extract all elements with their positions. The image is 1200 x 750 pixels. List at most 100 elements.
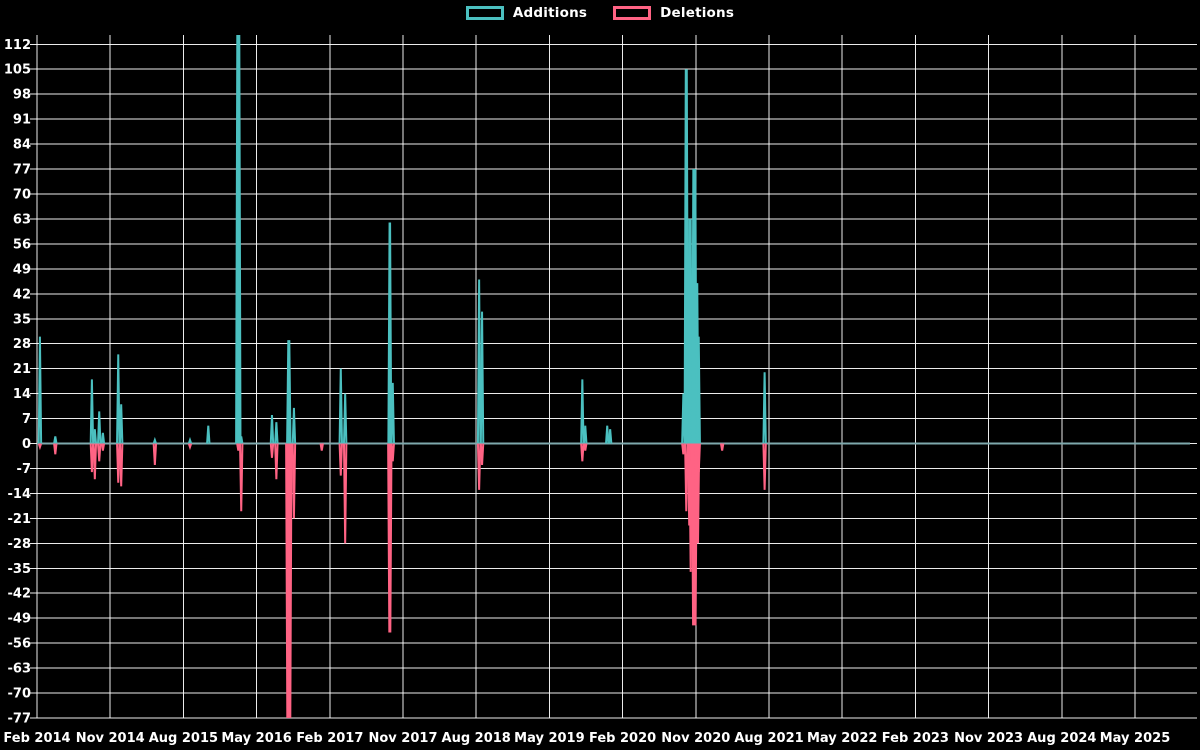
x-tick-label: Nov 2017 bbox=[369, 731, 438, 746]
deletion-spike bbox=[291, 443, 297, 519]
y-tick-label: -21 bbox=[8, 512, 32, 527]
x-tick-label: Nov 2020 bbox=[661, 731, 730, 746]
addition-spike bbox=[762, 372, 767, 444]
addition-spike bbox=[476, 279, 482, 444]
deletion-spike bbox=[100, 443, 106, 451]
deletion-spike bbox=[684, 443, 689, 512]
deletion-spike bbox=[694, 443, 701, 544]
x-tick-label: May 2022 bbox=[807, 731, 878, 746]
addition-spike bbox=[691, 169, 698, 444]
deletion-spike bbox=[37, 443, 43, 451]
y-tick-label: 112 bbox=[4, 38, 31, 53]
addition-spike bbox=[583, 425, 588, 444]
deletion-spike bbox=[118, 443, 124, 487]
x-tick-label: Aug 2021 bbox=[734, 731, 803, 746]
chart-legend: Additions Deletions bbox=[0, 5, 1200, 21]
deletion-spike bbox=[285, 443, 293, 719]
deletion-spike bbox=[89, 443, 95, 473]
deletion-spike bbox=[187, 443, 193, 451]
legend-item-additions[interactable]: Additions bbox=[465, 5, 588, 21]
y-tick-label: 84 bbox=[13, 138, 31, 153]
deletion-spike bbox=[92, 443, 98, 480]
deletion-spike bbox=[476, 443, 482, 490]
addition-spike bbox=[118, 404, 124, 444]
y-tick-label: 7 bbox=[22, 412, 31, 427]
x-tick-label: Feb 2020 bbox=[589, 731, 656, 746]
addition-spike bbox=[152, 436, 157, 444]
deletion-spike bbox=[319, 443, 324, 451]
addition-spike bbox=[580, 379, 585, 444]
addition-spike bbox=[37, 336, 43, 444]
deletion-spike bbox=[583, 443, 588, 451]
y-tick-label: 42 bbox=[13, 287, 31, 302]
y-tick-label: -49 bbox=[8, 612, 32, 627]
addition-spike bbox=[291, 407, 297, 444]
addition-spike bbox=[235, 34, 242, 444]
y-tick-label: 98 bbox=[13, 88, 31, 103]
deletion-spike bbox=[269, 443, 275, 458]
addition-spike bbox=[274, 422, 279, 444]
deletion-spike bbox=[274, 443, 279, 480]
y-tick-label: 28 bbox=[13, 337, 31, 352]
addition-spike bbox=[607, 429, 613, 444]
deletion-spike bbox=[479, 443, 485, 465]
addition-spike bbox=[683, 69, 689, 444]
y-tick-label: -70 bbox=[8, 687, 32, 702]
deletion-spike bbox=[152, 443, 158, 465]
y-tick-label: -42 bbox=[8, 587, 32, 602]
addition-spike bbox=[387, 222, 393, 444]
addition-spike bbox=[92, 429, 98, 444]
x-tick-label: Aug 2024 bbox=[1027, 731, 1096, 746]
y-tick-label: 77 bbox=[13, 163, 31, 178]
addition-spike bbox=[338, 368, 343, 444]
addition-spike bbox=[605, 425, 610, 444]
x-tick-label: Aug 2018 bbox=[442, 731, 511, 746]
y-tick-label: 0 bbox=[22, 437, 31, 452]
deletion-spike bbox=[719, 443, 725, 451]
y-tick-label: -56 bbox=[8, 637, 32, 652]
x-tick-label: May 2025 bbox=[1100, 731, 1171, 746]
addition-spike bbox=[100, 432, 106, 444]
addition-spike bbox=[390, 382, 395, 444]
y-tick-label: -14 bbox=[8, 487, 32, 502]
addition-spike bbox=[286, 340, 292, 444]
addition-spike bbox=[269, 414, 275, 444]
x-grid-and-ticks: Feb 2014 Nov 2014 Aug 2015 May 2016 Feb 2017… bbox=[3, 35, 1170, 746]
deletion-spike bbox=[762, 443, 767, 490]
y-tick-label: 35 bbox=[13, 312, 31, 327]
addition-spike bbox=[206, 425, 211, 444]
legend-label-additions: Additions bbox=[512, 5, 588, 21]
deletion-spike bbox=[97, 443, 102, 462]
addition-spike bbox=[479, 311, 485, 444]
data-spikes bbox=[37, 34, 767, 719]
legend-item-deletions[interactable]: Deletions bbox=[613, 5, 734, 21]
x-tick-label: Aug 2015 bbox=[149, 731, 218, 746]
addition-spike bbox=[342, 393, 348, 444]
deletion-spike bbox=[390, 443, 395, 462]
y-tick-label: 91 bbox=[13, 113, 31, 128]
deletion-spike bbox=[342, 443, 348, 544]
addition-spike bbox=[239, 436, 244, 444]
x-tick-label: Nov 2014 bbox=[76, 731, 145, 746]
y-tick-label: 63 bbox=[13, 212, 31, 227]
x-tick-label: Nov 2023 bbox=[954, 731, 1023, 746]
deletion-spike bbox=[116, 443, 121, 483]
x-tick-label: May 2016 bbox=[221, 731, 292, 746]
y-tick-label: -77 bbox=[8, 712, 32, 727]
y-grid-and-ticks: 1121059891847770635649423528211470-7-14-… bbox=[4, 38, 1197, 727]
deletion-spike bbox=[387, 443, 393, 633]
legend-label-deletions: Deletions bbox=[660, 5, 735, 21]
y-tick-label: -28 bbox=[8, 537, 32, 552]
y-tick-label: 56 bbox=[13, 237, 31, 252]
y-tick-label: -35 bbox=[8, 562, 32, 577]
deletions-swatch-icon bbox=[613, 6, 652, 20]
y-tick-label: 14 bbox=[13, 387, 31, 402]
addition-spike bbox=[97, 411, 102, 444]
y-tick-label: 105 bbox=[4, 63, 31, 78]
addition-spike bbox=[696, 336, 701, 444]
y-tick-label: -63 bbox=[8, 662, 32, 677]
deletion-spike bbox=[696, 443, 701, 473]
additions-swatch-icon bbox=[465, 6, 504, 20]
